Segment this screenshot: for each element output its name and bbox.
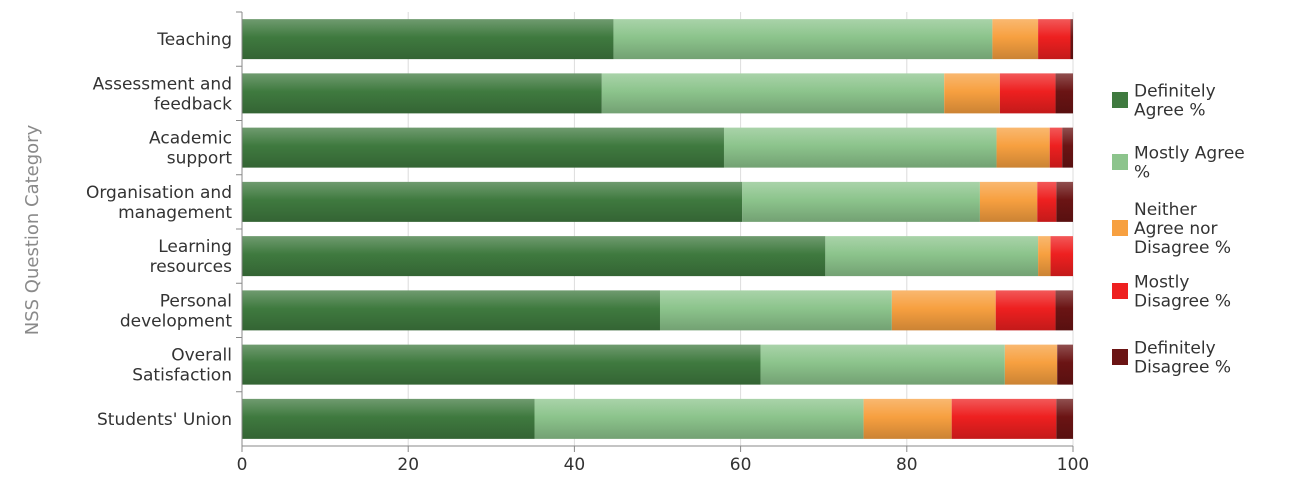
axes: 0 20 40 60 80 100 bbox=[236, 11, 1089, 475]
legend-label: % bbox=[1134, 163, 1150, 183]
category-label: development bbox=[120, 311, 232, 331]
bar-segment[interactable] bbox=[242, 236, 826, 277]
category-label: Learning bbox=[158, 237, 232, 257]
bar-segment[interactable] bbox=[996, 127, 1050, 168]
legend-label: Agree nor bbox=[1134, 219, 1218, 239]
bar-segment[interactable] bbox=[1056, 181, 1073, 222]
legend-label: Disagree % bbox=[1134, 358, 1231, 378]
legend-label: Definitely bbox=[1134, 339, 1216, 359]
bar-segment[interactable] bbox=[242, 127, 724, 168]
category-label: resources bbox=[150, 257, 233, 277]
legend-label: Neither bbox=[1134, 200, 1197, 220]
category-label: support bbox=[167, 149, 233, 169]
bar-segment[interactable] bbox=[944, 73, 1000, 114]
bar-segment[interactable] bbox=[659, 290, 892, 331]
bar-segment[interactable] bbox=[1057, 344, 1073, 385]
category-label: Overall bbox=[171, 346, 232, 366]
legend-label: Agree % bbox=[1134, 101, 1206, 121]
bar-segment[interactable] bbox=[995, 290, 1056, 331]
bar-segment[interactable] bbox=[1055, 290, 1073, 331]
bar-segment[interactable] bbox=[1038, 236, 1051, 277]
bars-group bbox=[242, 19, 1073, 439]
legend-swatch[interactable] bbox=[1112, 349, 1128, 365]
bar-segment[interactable] bbox=[613, 19, 993, 60]
legend-swatch[interactable] bbox=[1112, 283, 1128, 299]
legend-label: Mostly bbox=[1134, 273, 1189, 293]
bar-segment[interactable] bbox=[242, 73, 602, 114]
bar-segment[interactable] bbox=[534, 398, 864, 439]
category-label: feedback bbox=[154, 94, 232, 114]
x-tick-label: 20 bbox=[397, 455, 419, 475]
x-tick-label: 60 bbox=[730, 455, 752, 475]
bar-segment[interactable] bbox=[1004, 344, 1058, 385]
category-label: Teaching bbox=[156, 30, 232, 50]
legend-label: Definitely bbox=[1134, 82, 1216, 102]
bar-segment[interactable] bbox=[992, 19, 1039, 60]
bar-segment[interactable] bbox=[601, 73, 945, 114]
bar-segment[interactable] bbox=[242, 19, 614, 60]
legend-label: Disagree % bbox=[1134, 292, 1231, 312]
bar-segment[interactable] bbox=[1062, 127, 1073, 168]
category-label: Satisfaction bbox=[132, 366, 232, 386]
legend-label: Mostly Agree bbox=[1134, 144, 1245, 164]
bar-segment[interactable] bbox=[951, 398, 1057, 439]
bar-segment[interactable] bbox=[742, 181, 980, 222]
bar-segment[interactable] bbox=[891, 290, 996, 331]
bar-segment[interactable] bbox=[825, 236, 1039, 277]
bar-segment[interactable] bbox=[242, 290, 660, 331]
bar-segment[interactable] bbox=[999, 73, 1056, 114]
legend-swatch[interactable] bbox=[1112, 92, 1128, 108]
x-tick-label: 80 bbox=[896, 455, 918, 475]
category-label: Students' Union bbox=[97, 410, 232, 430]
bar-segment[interactable] bbox=[979, 181, 1038, 222]
bar-segment[interactable] bbox=[1038, 19, 1071, 60]
category-label: Assessment and bbox=[93, 74, 232, 94]
bar-segment[interactable] bbox=[242, 181, 743, 222]
bar-segment[interactable] bbox=[242, 398, 535, 439]
bar-segment[interactable] bbox=[723, 127, 997, 168]
y-axis-title: NSS Question Category bbox=[22, 124, 43, 335]
category-label: management bbox=[118, 203, 232, 223]
bar-segment[interactable] bbox=[760, 344, 1005, 385]
bar-segment[interactable] bbox=[1056, 398, 1073, 439]
bar-segment[interactable] bbox=[242, 344, 761, 385]
bar-segment[interactable] bbox=[863, 398, 952, 439]
category-label: Organisation and bbox=[86, 183, 232, 203]
category-label: Personal bbox=[160, 291, 232, 311]
legend-label: Disagree % bbox=[1134, 238, 1231, 258]
bar-segment[interactable] bbox=[1049, 127, 1063, 168]
bar-segment[interactable] bbox=[1055, 73, 1073, 114]
x-tick-label: 40 bbox=[564, 455, 586, 475]
legend-swatch[interactable] bbox=[1112, 220, 1128, 236]
x-tick-label: 0 bbox=[237, 455, 248, 475]
x-tick-label: 100 bbox=[1057, 455, 1089, 475]
bar-segment[interactable] bbox=[1070, 19, 1073, 60]
bar-segment[interactable] bbox=[1050, 236, 1073, 277]
category-label: Academic bbox=[149, 129, 232, 149]
bar-segment[interactable] bbox=[1037, 181, 1057, 222]
legend-swatch[interactable] bbox=[1112, 154, 1128, 170]
